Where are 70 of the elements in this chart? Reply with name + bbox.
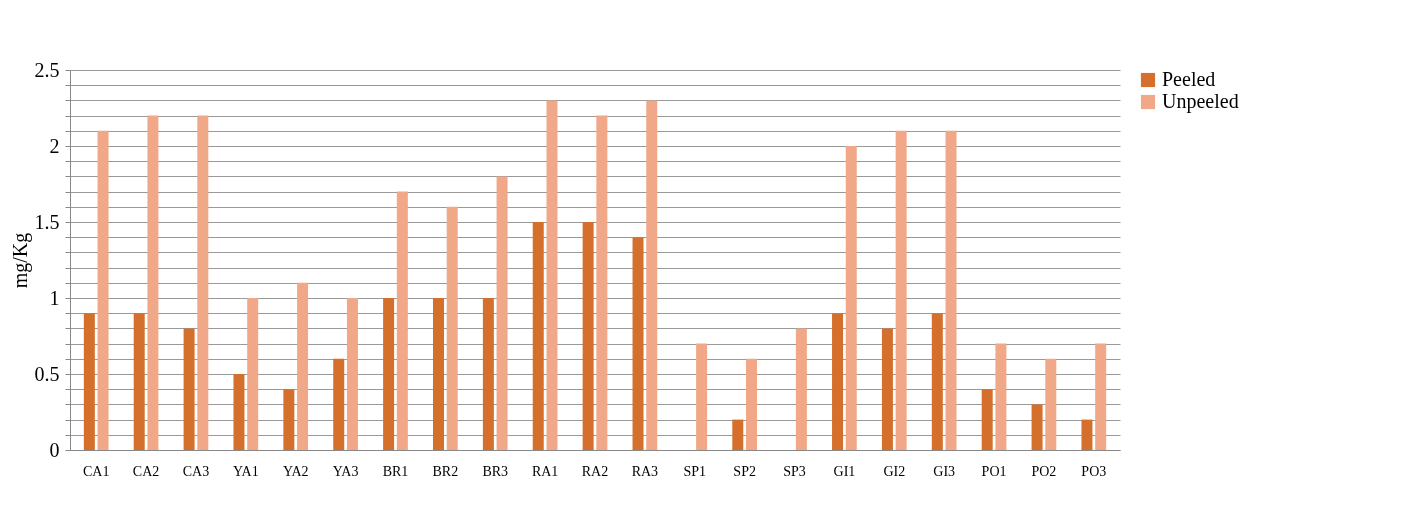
x-tick-label: YA2 [282,463,309,479]
y-tick-label: 1.5 [34,210,60,233]
bar [546,100,558,450]
bar [283,389,295,450]
x-tick-label: SP2 [733,463,756,479]
x-tick-label: CA1 [82,463,110,479]
legend-label: Unpeeled [1162,90,1239,113]
bar [795,328,807,450]
bar [696,343,708,450]
bar [233,374,245,450]
bar [1031,404,1043,450]
bar [482,298,494,450]
bar [197,115,209,450]
bar [1095,343,1107,450]
x-tick-label: SP3 [783,463,806,479]
x-tick-label: CA2 [132,463,160,479]
bar [646,100,658,450]
x-tick-label: RA2 [581,463,609,479]
x-tick-label: YA1 [233,463,259,479]
x-tick-label: PO3 [1081,463,1107,479]
bar [995,343,1007,450]
x-tick-label: GI2 [883,463,906,479]
x-tick-label: GI3 [933,463,956,479]
bar [532,222,544,450]
bar [732,419,744,450]
bar [333,358,345,450]
bar [895,130,907,450]
y-tick-label: 2 [49,134,60,157]
y-axis-title: mg/Kg [8,232,32,289]
y-tick-label: 2.5 [34,58,60,81]
bar [297,282,309,450]
x-tick-label: BR1 [382,463,409,479]
y-tick-label: 0 [49,438,60,461]
bar [746,358,757,450]
x-tick-label: PO1 [981,463,1007,479]
x-tick-label: RA1 [531,463,559,479]
bar [945,130,957,450]
bar [396,191,408,450]
bar [582,222,594,450]
bar [881,328,893,450]
bar [433,298,444,450]
bar [83,313,95,450]
y-tick-label: 0.5 [34,362,60,385]
bar [147,115,159,450]
x-tick-label: PO2 [1031,463,1057,479]
bar [496,176,508,450]
bar [1045,358,1057,450]
bar [845,146,857,450]
bar [383,298,395,450]
bar [247,298,259,450]
bar [97,130,109,450]
x-tick-label: GI1 [833,463,856,479]
x-tick-label: YA3 [332,463,359,479]
x-tick-label: SP1 [683,463,707,479]
bar [981,389,993,450]
x-tick-label: RA3 [631,463,659,479]
y-tick-label: 1 [49,286,60,309]
bar [346,298,358,450]
legend-label: Peeled [1162,68,1216,90]
bar [632,237,644,450]
bar [183,328,195,450]
bar [832,313,844,450]
bar [133,313,145,450]
bar [596,115,608,450]
bar [1081,419,1093,450]
x-tick-label: CA3 [182,463,210,479]
bar [931,313,943,450]
bar [446,206,458,450]
x-tick-label: BR3 [482,463,509,479]
x-tick-label: BR2 [432,463,459,479]
